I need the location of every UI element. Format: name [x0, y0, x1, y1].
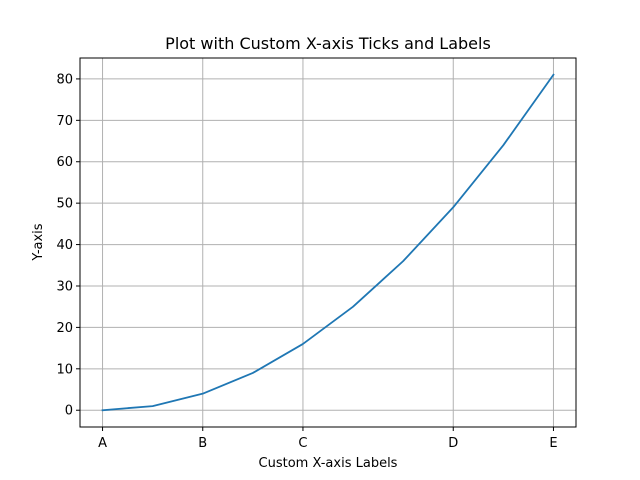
x-tick-label: E [549, 436, 557, 451]
y-tick-label: 40 [56, 238, 73, 253]
y-tick-label: 50 [56, 197, 73, 212]
series-line [101, 73, 555, 412]
y-tick-label: 60 [56, 155, 73, 170]
x-tick-label: B [198, 436, 207, 451]
y-tick-label: 10 [56, 362, 73, 377]
x-tick-label: D [448, 436, 458, 451]
axis-ticks: A B C D E 0 10 20 30 40 50 60 70 80 [56, 72, 557, 451]
x-axis-label: Custom X-axis Labels [259, 456, 398, 471]
plot-frame [79, 57, 577, 428]
y-tick-label: 30 [56, 279, 73, 294]
chart-title: Plot with Custom X-axis Ticks and Labels [165, 34, 491, 53]
grid-lines [80, 58, 576, 427]
x-tick-label: C [298, 436, 307, 451]
y-tick-label: 70 [56, 114, 73, 129]
series-layer [101, 73, 555, 412]
axes-frame [79, 57, 577, 428]
y-tick-label: 20 [56, 321, 73, 336]
y-axis-label: Y-axis [31, 223, 46, 261]
y-tick-label: 0 [65, 404, 73, 419]
x-tick-label: A [98, 436, 107, 451]
y-tick-label: 80 [56, 72, 73, 87]
